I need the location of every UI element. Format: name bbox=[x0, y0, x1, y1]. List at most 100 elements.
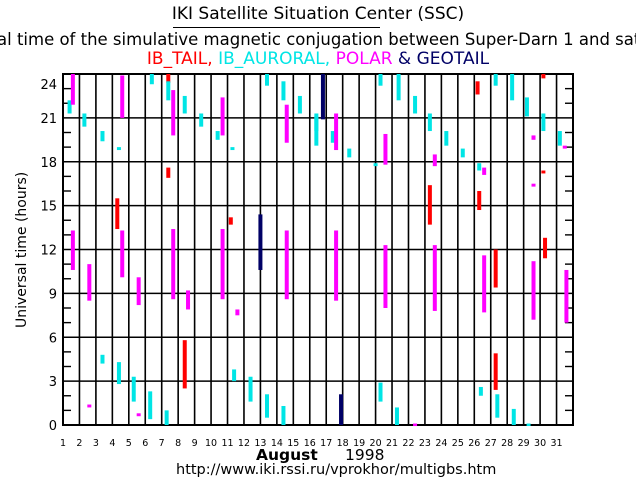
segment-polar bbox=[70, 74, 75, 105]
chart-title: IKI Satellite Situation Center (SSC) bbox=[171, 4, 465, 24]
segment-ib-auroral bbox=[281, 405, 286, 425]
x-tick-label: 17 bbox=[320, 438, 332, 449]
segment-geotail bbox=[320, 74, 325, 120]
x-tick-label: 25 bbox=[452, 438, 464, 449]
segment-ib-auroral bbox=[477, 163, 482, 171]
segment-ib-auroral bbox=[82, 113, 87, 127]
segment-polar bbox=[562, 145, 567, 149]
segment-ib-auroral bbox=[166, 81, 171, 101]
segment-ib-tail bbox=[166, 74, 171, 83]
segment-ib-tail bbox=[427, 185, 432, 225]
segment-polar bbox=[87, 404, 92, 408]
x-tick-label: 14 bbox=[271, 438, 283, 449]
segment-ib-auroral bbox=[314, 116, 319, 146]
x-axis-year: 1998 bbox=[345, 446, 385, 464]
x-tick-label: 13 bbox=[254, 438, 266, 449]
legend: IB_TAIL, IB_AURORAL, POLAR & GEOTAIL bbox=[0, 49, 636, 69]
chart-subtitle: al time of the simulative magnetic conju… bbox=[0, 30, 636, 49]
x-tick-label: 18 bbox=[337, 438, 349, 449]
segment-polar bbox=[413, 423, 418, 427]
segment-geotail bbox=[258, 214, 263, 270]
x-tick-label: 8 bbox=[175, 438, 181, 449]
segment-ib-tail bbox=[477, 191, 482, 211]
segment-ib-auroral bbox=[396, 74, 401, 101]
segment-polar bbox=[284, 230, 289, 300]
segment-ib-auroral bbox=[281, 81, 286, 101]
segment-ib-auroral bbox=[232, 369, 237, 382]
segment-ib-auroral bbox=[460, 148, 465, 158]
segment-polar bbox=[432, 245, 437, 311]
segment-ib-auroral bbox=[524, 97, 529, 117]
segment-polar bbox=[432, 154, 437, 167]
segment-ib-auroral bbox=[541, 113, 546, 132]
x-tick-label: 4 bbox=[109, 438, 115, 449]
segment-ib-auroral bbox=[495, 394, 500, 418]
segment-polar bbox=[186, 290, 191, 310]
segment-polar bbox=[383, 133, 388, 165]
segment-polar bbox=[171, 90, 176, 136]
segment-ib-tail bbox=[228, 217, 233, 225]
segment-ib-auroral bbox=[148, 391, 153, 420]
segment-polar bbox=[171, 229, 176, 300]
segment-ib-auroral bbox=[510, 74, 515, 101]
segment-ib-auroral bbox=[330, 131, 335, 143]
segment-ib-auroral bbox=[67, 100, 72, 114]
y-tick-label: 3 bbox=[49, 375, 57, 390]
segment-ib-tail bbox=[115, 198, 120, 230]
segment-polar bbox=[531, 135, 536, 140]
x-tick-label: 2 bbox=[76, 438, 82, 449]
segment-polar bbox=[220, 229, 225, 300]
x-tick-label: 5 bbox=[126, 438, 132, 449]
segment-polar bbox=[383, 245, 388, 308]
legend-entry-polar: POLAR bbox=[335, 49, 398, 69]
legend-entry-geotail: & GEOTAIL bbox=[397, 49, 490, 69]
x-tick-label: 1 bbox=[60, 438, 66, 449]
x-axis-label: August bbox=[256, 446, 318, 464]
segment-polar bbox=[136, 413, 141, 417]
y-tick-label: 18 bbox=[40, 156, 57, 171]
y-axis-label: Universal time (hours) bbox=[14, 171, 30, 328]
segment-ib-tail bbox=[182, 340, 187, 389]
segment-ib-auroral bbox=[100, 131, 105, 142]
segment-polar bbox=[564, 269, 569, 323]
segment-ib-tail bbox=[541, 74, 546, 79]
segment-ib-tail bbox=[493, 353, 498, 390]
x-tick-label: 12 bbox=[238, 438, 250, 449]
segment-ib-tail bbox=[541, 170, 546, 174]
segment-ib-auroral bbox=[116, 362, 121, 385]
segment-ib-tail bbox=[475, 81, 480, 95]
segment-ib-tail bbox=[493, 249, 498, 288]
x-tick-label: 21 bbox=[386, 438, 398, 449]
y-tick-label: 24 bbox=[40, 78, 57, 93]
x-tick-label: 9 bbox=[192, 438, 198, 449]
segment-ib-auroral bbox=[378, 74, 383, 86]
x-tick-label: 27 bbox=[485, 438, 497, 449]
legend-entry-ib-tail: IB_TAIL, bbox=[146, 49, 219, 69]
segment-polar bbox=[531, 261, 536, 320]
y-tick-label: 15 bbox=[40, 200, 57, 215]
segment-ib-auroral bbox=[557, 131, 562, 146]
y-tick-label: 6 bbox=[49, 331, 57, 346]
segment-ib-auroral bbox=[265, 394, 269, 418]
x-tick-label: 6 bbox=[142, 438, 148, 449]
footer-url-link[interactable]: http://www.iki.rssi.ru/vprokhor/multigbs… bbox=[176, 462, 497, 478]
segment-ib-auroral bbox=[131, 376, 136, 402]
segment-ib-auroral bbox=[526, 423, 531, 427]
x-tick-label: 23 bbox=[419, 438, 431, 449]
segment-ib-auroral bbox=[100, 354, 105, 364]
x-tick-label: 22 bbox=[402, 438, 414, 449]
y-tick-label: 21 bbox=[40, 112, 57, 127]
segment-polar bbox=[120, 230, 125, 278]
x-tick-label: 11 bbox=[221, 438, 233, 449]
segment-ib-auroral bbox=[413, 95, 418, 114]
segment-ib-auroral bbox=[230, 147, 235, 151]
segment-ib-auroral bbox=[511, 408, 516, 425]
y-tick-label: 12 bbox=[40, 244, 57, 259]
segment-polar bbox=[87, 264, 92, 301]
segment-ib-auroral bbox=[199, 113, 204, 127]
segment-ib-auroral bbox=[182, 95, 187, 114]
title-underline bbox=[173, 27, 380, 28]
segment-polar bbox=[70, 230, 75, 270]
segment-polar bbox=[120, 75, 125, 118]
